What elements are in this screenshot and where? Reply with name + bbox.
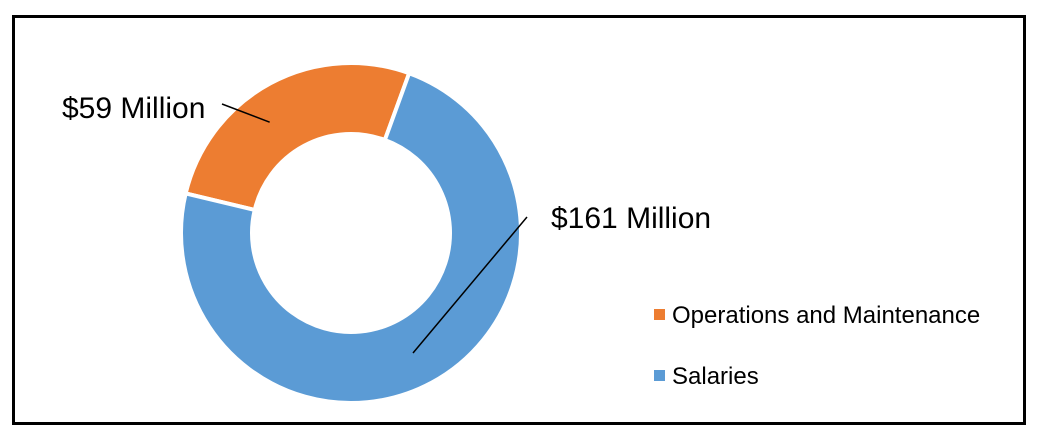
legend-label-salaries: Salaries <box>672 363 759 390</box>
legend-swatch-salaries <box>654 370 665 381</box>
legend-label-operations-and-maintenance: Operations and Maintenance <box>672 302 980 329</box>
leader-line-operations-and-maintenance <box>221 103 270 123</box>
data-label-salaries: $161 Million <box>551 202 711 235</box>
slice-salaries <box>179 70 523 405</box>
donut-slices <box>179 61 523 405</box>
leader-lines <box>221 103 528 354</box>
data-label-operations-and-maintenance: $59 Million <box>62 92 205 125</box>
leader-line-salaries <box>412 216 528 354</box>
legend-swatch-operations-and-maintenance <box>654 309 665 320</box>
legend: Operations and Maintenance Salaries <box>654 302 980 390</box>
data-labels: $59 Million $161 Million <box>62 92 711 235</box>
slice-operations-and-maintenance <box>183 61 412 213</box>
